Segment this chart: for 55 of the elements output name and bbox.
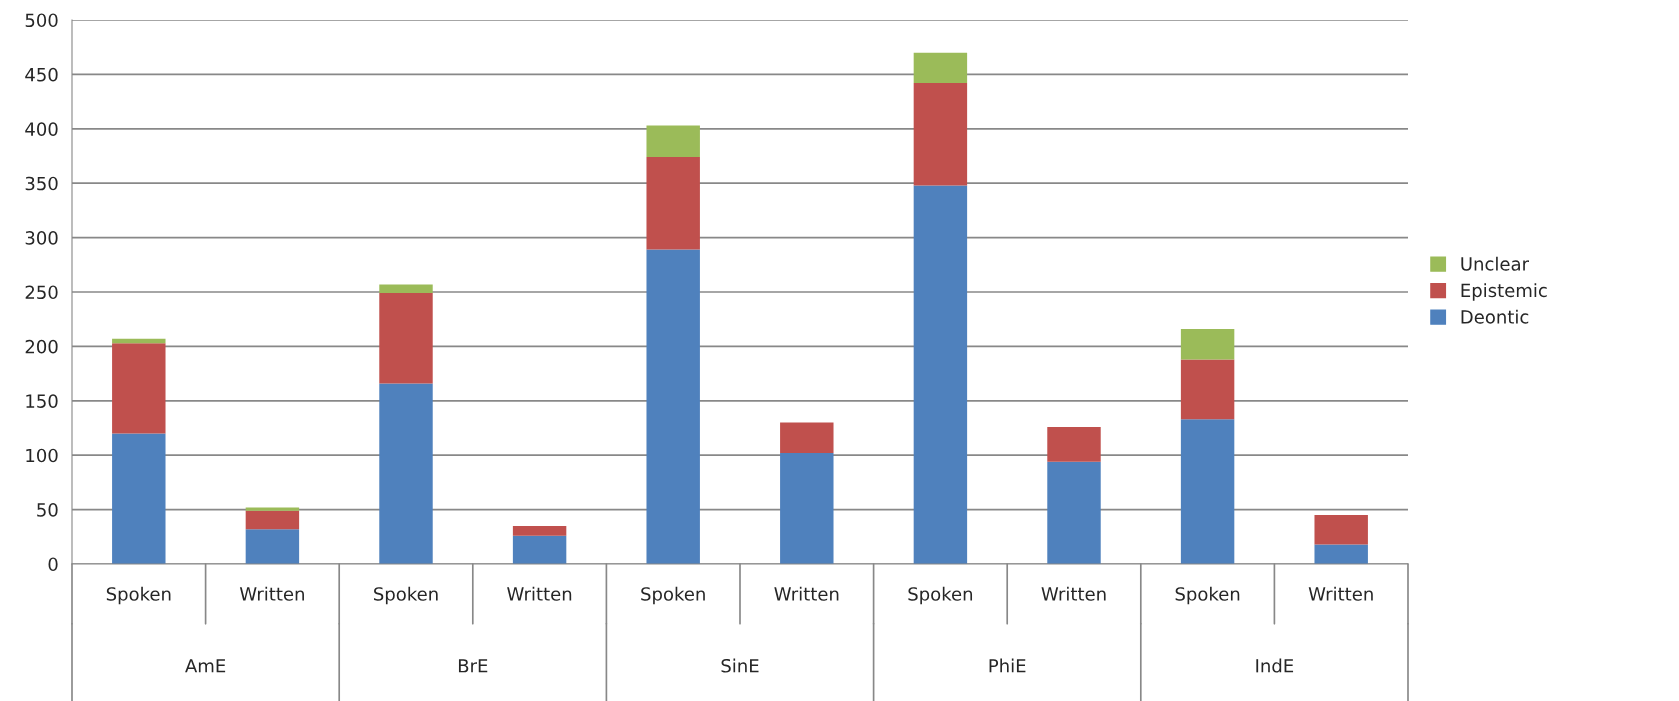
y-tick-label: 250 <box>25 285 58 300</box>
bar <box>1180 419 1235 564</box>
bar <box>646 157 700 250</box>
bar <box>112 433 166 564</box>
y-tick-label: 100 <box>26 448 58 463</box>
bar <box>245 529 300 564</box>
text: IndE <box>1256 658 1294 673</box>
bar <box>913 83 968 186</box>
bar <box>1047 426 1101 462</box>
bar <box>1180 359 1235 420</box>
y-tick-label: 200 <box>25 339 58 354</box>
bar <box>1180 328 1235 360</box>
bar <box>780 453 834 564</box>
text: BrE <box>458 659 488 673</box>
x-tick-label: Written <box>1041 586 1106 601</box>
bar <box>245 510 300 530</box>
bar <box>512 535 567 564</box>
text: PhiE <box>989 658 1026 673</box>
y-tick-label: 350 <box>25 176 58 191</box>
bar <box>245 507 300 511</box>
bar <box>646 249 700 564</box>
legend-label: Epistemic <box>1461 283 1547 301</box>
x-tick-label: Written <box>774 586 839 601</box>
y-tick-label: 0 <box>48 557 58 572</box>
x-tick-label: Written <box>239 586 304 601</box>
x-tick-label: Spoken <box>1175 586 1240 605</box>
x-tick-label: Written <box>1308 586 1373 601</box>
bar <box>379 293 433 384</box>
bar <box>112 338 166 344</box>
x-tick-label: Spoken <box>374 586 438 605</box>
bar <box>780 422 834 454</box>
legend-label: Deontic <box>1461 309 1529 324</box>
x-tick-label: Written <box>507 586 572 601</box>
y-tick-label: 300 <box>25 231 58 245</box>
y-tick-label: 400 <box>25 122 58 136</box>
bar <box>913 185 968 564</box>
y-tick-label: 50 <box>37 503 58 517</box>
bar <box>379 284 433 294</box>
bar <box>1047 461 1101 564</box>
x-tick-label: Spoken <box>641 586 705 605</box>
bar <box>512 525 567 536</box>
bar <box>112 343 166 434</box>
bar <box>646 125 700 158</box>
legend-label: Unclear <box>1461 256 1530 271</box>
text: SinE <box>721 658 759 673</box>
bar <box>1314 515 1368 545</box>
y-tick-label: 500 <box>25 13 58 28</box>
bar <box>1314 544 1368 564</box>
bar <box>379 383 433 564</box>
y-tick-label: 150 <box>26 394 58 408</box>
x-tick-label: Spoken <box>908 586 973 605</box>
x-tick-label: Spoken <box>106 586 171 605</box>
bar <box>913 52 968 84</box>
text: AmE <box>185 659 226 673</box>
y-tick-label: 450 <box>25 67 58 82</box>
